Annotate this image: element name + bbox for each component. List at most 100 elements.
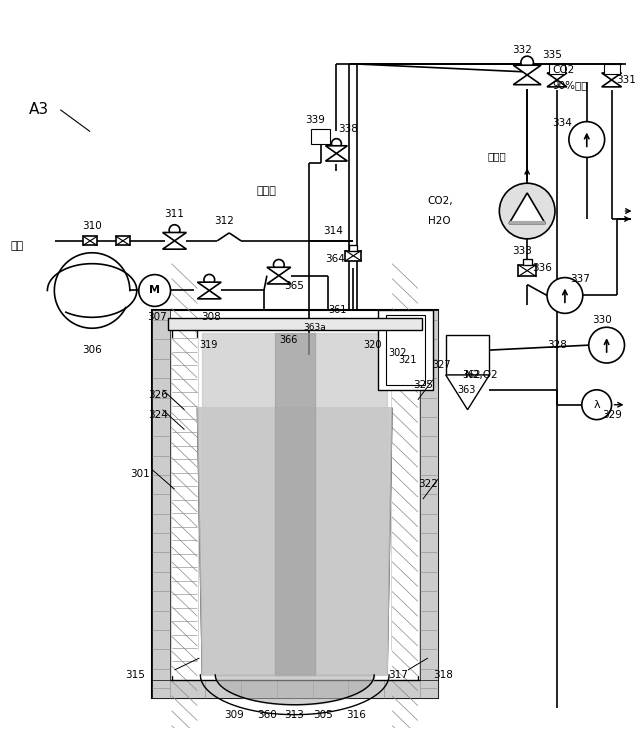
Text: 334: 334	[552, 118, 572, 128]
Polygon shape	[197, 408, 392, 675]
Bar	[445, 335, 490, 375]
Text: 328: 328	[547, 340, 567, 350]
Polygon shape	[547, 73, 567, 80]
Polygon shape	[602, 73, 621, 80]
Circle shape	[204, 274, 214, 285]
Polygon shape	[513, 75, 541, 85]
Circle shape	[273, 259, 284, 270]
Text: 327: 327	[433, 360, 451, 370]
Circle shape	[582, 390, 612, 420]
Text: 317: 317	[388, 670, 408, 680]
Text: 水蒸気: 水蒸気	[257, 186, 277, 196]
Text: 336: 336	[532, 263, 552, 273]
Text: 332: 332	[512, 45, 532, 55]
Circle shape	[332, 139, 341, 148]
Polygon shape	[275, 333, 315, 675]
Bar	[420, 310, 438, 698]
Text: 363: 363	[458, 385, 476, 395]
Text: 315: 315	[125, 670, 145, 680]
Text: 360: 360	[257, 710, 276, 720]
Text: 324: 324	[148, 410, 168, 420]
Circle shape	[569, 122, 605, 158]
Polygon shape	[202, 333, 387, 675]
Polygon shape	[267, 276, 291, 284]
Text: 364: 364	[326, 254, 346, 264]
Polygon shape	[326, 153, 348, 161]
Polygon shape	[547, 80, 567, 87]
Text: 301: 301	[130, 469, 150, 480]
Text: 329: 329	[602, 410, 621, 420]
Text: 320: 320	[364, 340, 382, 350]
Polygon shape	[445, 375, 490, 410]
Polygon shape	[392, 338, 418, 675]
Text: 308: 308	[202, 312, 221, 323]
Text: CO2,: CO2,	[428, 196, 454, 206]
Polygon shape	[602, 80, 621, 87]
Text: 366: 366	[279, 335, 297, 345]
Bar	[378, 310, 433, 390]
Text: 363a: 363a	[303, 323, 326, 332]
Text: 305: 305	[314, 710, 333, 720]
Bar	[518, 265, 536, 277]
Text: 331: 331	[616, 75, 636, 85]
Text: 335: 335	[542, 50, 562, 60]
Text: 339: 339	[306, 115, 326, 125]
Polygon shape	[509, 193, 545, 223]
Polygon shape	[513, 65, 541, 75]
Text: N2,O2: N2,O2	[465, 370, 497, 380]
Polygon shape	[163, 232, 186, 241]
Text: 326: 326	[148, 390, 168, 400]
Bar	[386, 315, 425, 385]
Text: 冷却水: 冷却水	[488, 151, 506, 161]
Circle shape	[589, 327, 625, 363]
Text: 310: 310	[82, 221, 102, 231]
Text: H2O: H2O	[428, 216, 451, 226]
Text: CO2: CO2	[552, 65, 574, 75]
Text: 307: 307	[147, 312, 166, 323]
Bar	[346, 250, 361, 261]
Polygon shape	[197, 291, 221, 299]
Bar	[83, 237, 97, 245]
Bar	[549, 64, 565, 74]
Circle shape	[169, 225, 180, 236]
Text: 333: 333	[512, 246, 532, 256]
Text: 325: 325	[413, 380, 433, 390]
Bar	[604, 64, 620, 74]
Text: 362: 362	[463, 370, 481, 380]
Circle shape	[521, 56, 533, 69]
Bar	[152, 310, 170, 698]
Text: 316: 316	[346, 710, 366, 720]
Text: 322: 322	[418, 479, 438, 489]
Text: 338: 338	[339, 123, 358, 134]
Text: λ: λ	[593, 400, 600, 410]
Polygon shape	[326, 146, 348, 153]
Text: 314: 314	[324, 226, 344, 236]
Text: 318: 318	[433, 670, 452, 680]
Bar	[310, 128, 330, 145]
Text: 337: 337	[570, 274, 589, 284]
Bar	[349, 245, 357, 250]
Polygon shape	[267, 267, 291, 276]
Text: 365: 365	[284, 280, 303, 291]
Text: 361: 361	[328, 305, 347, 315]
Text: 330: 330	[592, 315, 612, 326]
Bar	[152, 680, 438, 698]
Bar	[168, 318, 422, 330]
Circle shape	[499, 183, 555, 239]
Polygon shape	[509, 222, 545, 223]
Polygon shape	[172, 338, 197, 675]
Polygon shape	[197, 283, 221, 291]
Circle shape	[139, 274, 170, 307]
Text: 309: 309	[224, 710, 244, 720]
Text: A3: A3	[29, 101, 49, 117]
Bar	[152, 310, 438, 698]
Text: 321: 321	[398, 355, 417, 365]
Text: 313: 313	[284, 710, 303, 720]
Text: 311: 311	[164, 209, 184, 219]
Text: 90%以上: 90%以上	[552, 80, 588, 90]
Text: 302: 302	[388, 348, 406, 358]
Text: 306: 306	[82, 345, 102, 355]
Bar	[116, 237, 130, 245]
Text: 319: 319	[200, 340, 218, 350]
Polygon shape	[163, 241, 186, 249]
